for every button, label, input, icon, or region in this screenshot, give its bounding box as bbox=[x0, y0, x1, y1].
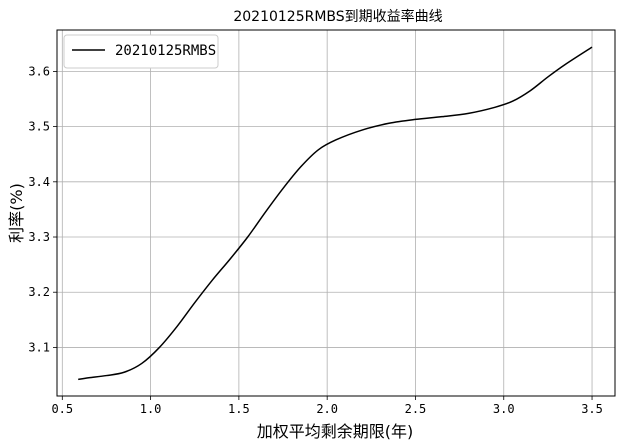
x-axis: 0.5 1.0 1.5 2.0 2.5 3.0 3.5 bbox=[51, 396, 603, 416]
legend: 20210125RMBS bbox=[63, 34, 219, 69]
y-tick-label: 3.2 bbox=[28, 285, 50, 299]
x-axis-label: 加权平均剩余期限(年) bbox=[257, 422, 414, 441]
series-line-20210125rmbs bbox=[78, 46, 593, 381]
x-tick-label: 3.0 bbox=[493, 402, 515, 416]
x-tick-label: 1.5 bbox=[228, 402, 250, 416]
y-tick-label: 3.6 bbox=[28, 64, 50, 78]
legend-label: 20210125RMBS bbox=[115, 43, 216, 59]
grid-lines bbox=[57, 30, 615, 396]
x-tick-label: 2.0 bbox=[316, 402, 338, 416]
y-tick-label: 3.4 bbox=[28, 175, 50, 189]
x-tick-label: 0.5 bbox=[51, 402, 73, 416]
plot-frame bbox=[56, 29, 616, 397]
y-tick-label: 3.1 bbox=[28, 340, 50, 354]
x-tick-label: 2.5 bbox=[405, 402, 427, 416]
series-layer bbox=[78, 46, 593, 381]
legend-box bbox=[63, 34, 219, 69]
y-tick-label: 3.3 bbox=[28, 230, 50, 244]
x-tick-label: 3.5 bbox=[581, 402, 603, 416]
y-axis-label: 利率(%) bbox=[7, 183, 26, 243]
x-tick-label: 1.0 bbox=[140, 402, 162, 416]
chart-title: 20210125RMBS到期收益率曲线 bbox=[233, 8, 442, 25]
y-axis: 3.1 3.2 3.3 3.4 3.5 3.6 bbox=[28, 64, 57, 354]
y-tick-label: 3.5 bbox=[28, 120, 50, 134]
